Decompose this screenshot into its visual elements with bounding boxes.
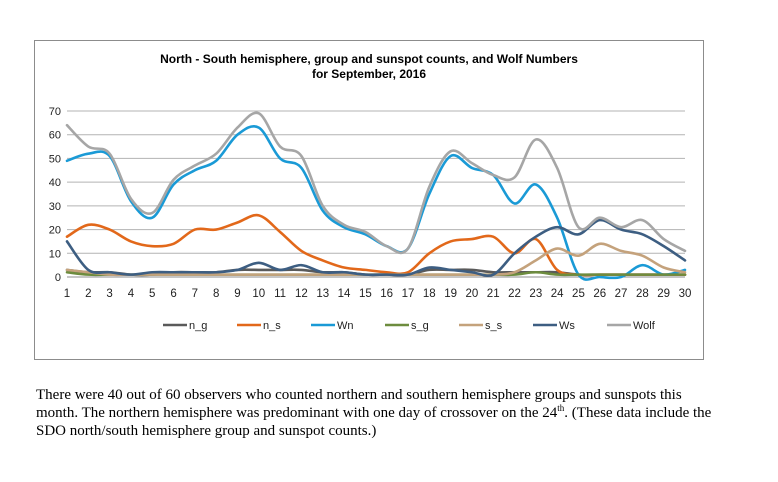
y-tick-label: 0 [55, 272, 61, 284]
caption-line-2-text: month. The northern hemisphere was predo… [36, 405, 558, 421]
legend-label: s_g [411, 320, 429, 332]
y-tick-label: 50 [49, 153, 61, 165]
legend-label: n_s [263, 320, 281, 332]
y-tick-label: 70 [49, 106, 61, 118]
x-tick-label: 16 [380, 288, 393, 300]
x-tick-label: 5 [149, 288, 155, 300]
chart-svg: North - South hemisphere, group and suns… [49, 52, 692, 332]
chart-subtitle: for September, 2016 [312, 67, 426, 81]
x-tick-label: 24 [551, 288, 564, 300]
x-tick-label: 8 [213, 288, 219, 300]
caption-line-2: month. The northern hemisphere was predo… [36, 404, 756, 422]
caption-line-2-tail: . (These data include the [564, 405, 712, 421]
x-tick-label: 30 [679, 288, 692, 300]
y-tick-label: 40 [49, 177, 61, 189]
legend-label: n_g [189, 320, 207, 332]
x-tick-label: 2 [85, 288, 91, 300]
caption-line-1: There were 40 out of 60 observers who co… [36, 387, 682, 403]
legend-label: Ws [559, 320, 575, 332]
x-tick-label: 9 [234, 288, 240, 300]
series-layer [65, 111, 687, 281]
grid-layer [67, 110, 685, 278]
x-tick-label: 13 [316, 288, 329, 300]
x-tick-label: 27 [615, 288, 628, 300]
x-tick-label: 29 [657, 288, 670, 300]
x-tick-label: 7 [192, 288, 198, 300]
x-tick-label: 11 [274, 288, 286, 300]
x-tick-label: 4 [128, 288, 135, 300]
x-tick-label: 23 [529, 288, 542, 300]
caption-text: There were 40 out of 60 observers who co… [36, 386, 756, 440]
x-tick-label: 3 [106, 288, 112, 300]
x-tick-label: 19 [444, 288, 457, 300]
x-tick-label: 22 [508, 288, 521, 300]
caption-line-3: SDO north/south hemisphere group and sun… [36, 423, 377, 439]
y-tick-label: 10 [49, 248, 61, 260]
legend-label: s_s [485, 320, 503, 332]
chart-legend: n_g n_s Wn s_g s_s Ws Wolf [163, 320, 656, 332]
x-tick-label: 10 [252, 288, 265, 300]
legend-label: Wn [337, 320, 354, 332]
chart-title: North - South hemisphere, group and suns… [160, 52, 578, 66]
caption-superscript: th [557, 403, 565, 413]
chart-frame: North - South hemisphere, group and suns… [34, 40, 704, 360]
x-tick-label: 17 [402, 288, 415, 300]
x-tick-label: 1 [64, 288, 70, 300]
x-tick-label: 25 [572, 288, 585, 300]
legend-label: Wolf [633, 320, 656, 332]
y-tick-label: 20 [49, 225, 61, 237]
series-line-ws [65, 218, 687, 277]
x-tick-label: 28 [636, 288, 649, 300]
y-tick-label: 60 [49, 130, 61, 142]
x-tick-label: 14 [338, 288, 351, 300]
x-tick-label: 26 [593, 288, 606, 300]
x-tick-label: 15 [359, 288, 372, 300]
x-tick-label: 20 [465, 288, 478, 300]
x-tick-label: 18 [423, 288, 436, 300]
x-tick-label: 21 [487, 288, 500, 300]
y-tick-label: 30 [49, 201, 61, 213]
x-tick-label: 12 [295, 288, 308, 300]
x-tick-label: 6 [170, 288, 176, 300]
series-line-wolf [65, 111, 687, 255]
